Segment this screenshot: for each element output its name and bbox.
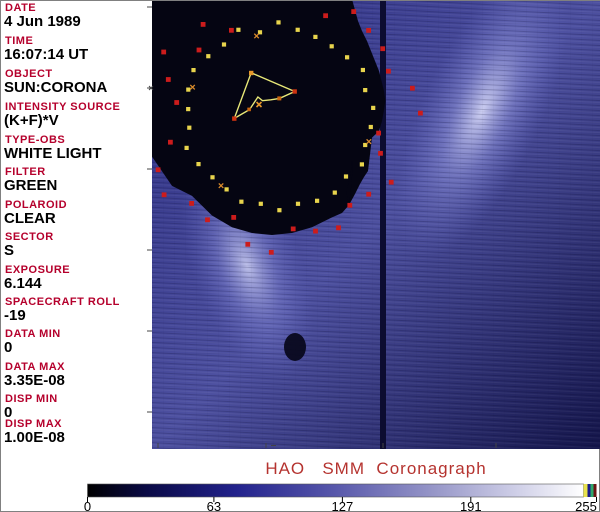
svg-text:255: 255 <box>575 499 597 512</box>
svg-text:63: 63 <box>207 499 221 512</box>
svg-text:0: 0 <box>84 499 91 512</box>
svg-text:127: 127 <box>332 499 354 512</box>
svg-text:191: 191 <box>460 499 482 512</box>
